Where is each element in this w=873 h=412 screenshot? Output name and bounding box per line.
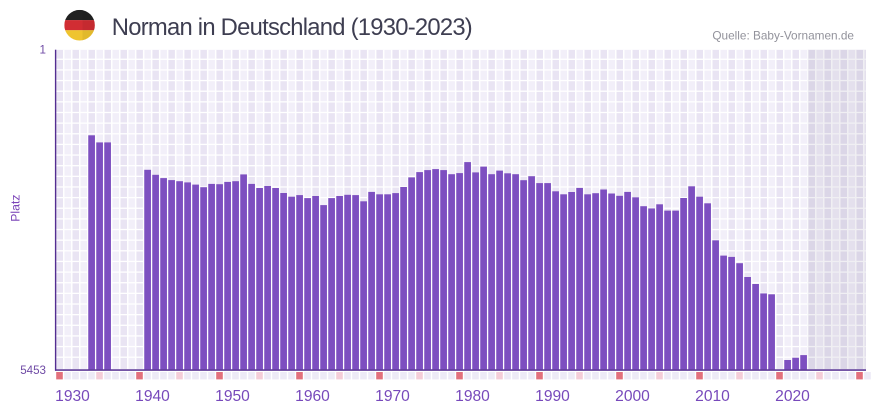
svg-text:Quelle: Baby-Vornamen.de: Quelle: Baby-Vornamen.de bbox=[712, 28, 854, 42]
svg-text:5453: 5453 bbox=[20, 364, 46, 377]
svg-text:2010: 2010 bbox=[695, 388, 730, 405]
svg-text:1990: 1990 bbox=[535, 388, 570, 405]
svg-text:1980: 1980 bbox=[455, 388, 490, 405]
svg-text:1950: 1950 bbox=[215, 388, 250, 405]
svg-text:2020: 2020 bbox=[775, 388, 810, 405]
svg-text:1930: 1930 bbox=[55, 388, 90, 405]
svg-text:1: 1 bbox=[40, 44, 46, 57]
svg-text:1960: 1960 bbox=[295, 388, 330, 405]
svg-text:Platz: Platz bbox=[8, 194, 22, 221]
svg-text:Norman in Deutschland (1930-20: Norman in Deutschland (1930-2023) bbox=[112, 14, 472, 41]
svg-text:1970: 1970 bbox=[375, 388, 410, 405]
svg-text:1940: 1940 bbox=[135, 388, 170, 405]
svg-text:2000: 2000 bbox=[615, 388, 650, 405]
